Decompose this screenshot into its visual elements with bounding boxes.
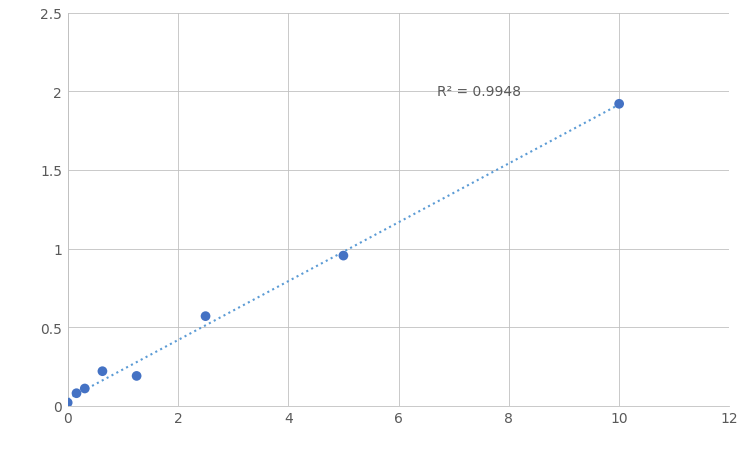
Point xyxy=(338,253,350,260)
Point xyxy=(96,368,108,375)
Point xyxy=(62,399,74,406)
Text: R² = 0.9948: R² = 0.9948 xyxy=(437,85,521,99)
Point xyxy=(613,101,625,108)
Point xyxy=(199,313,211,320)
Point xyxy=(79,385,91,392)
Point xyxy=(131,373,143,380)
Point xyxy=(71,390,83,397)
